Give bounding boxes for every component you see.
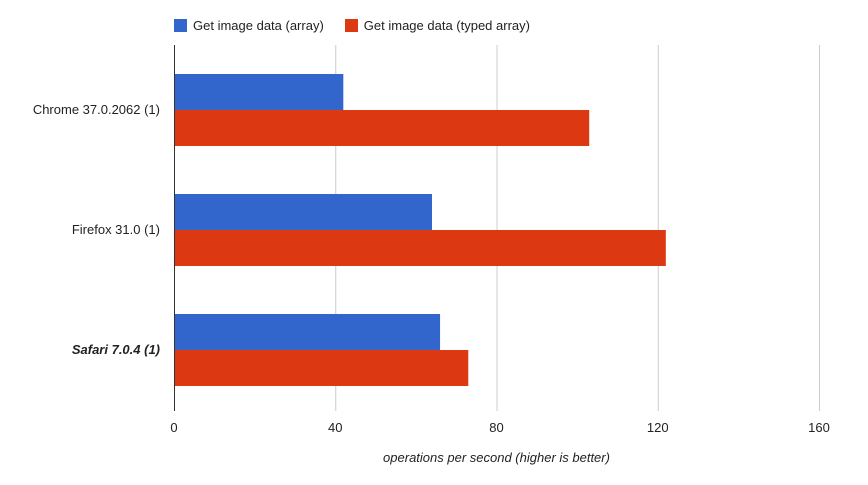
legend: Get image data (array) Get image data (t… xyxy=(174,18,551,33)
x-tick-label-40: 40 xyxy=(328,420,342,435)
legend-swatch-typed-array xyxy=(344,19,358,32)
legend-item-typed-array[interactable]: Get image data (typed array) xyxy=(344,18,530,33)
legend-label-typed-array: Get image data (typed array) xyxy=(363,18,530,33)
bar-2-1 xyxy=(174,350,469,386)
legend-label-array: Get image data (array) xyxy=(193,18,324,33)
bar-0-1 xyxy=(174,110,590,146)
bar-1-1 xyxy=(174,230,666,266)
x-tick-label-160: 160 xyxy=(808,420,830,435)
x-axis-title: operations per second (higher is better) xyxy=(383,450,610,465)
category-label-2: Safari 7.0.4 (1) xyxy=(72,342,160,357)
x-tick-label-120: 120 xyxy=(647,420,669,435)
legend-item-array[interactable]: Get image data (array) xyxy=(174,18,324,33)
bar-0-0 xyxy=(174,74,344,110)
bar-1-0 xyxy=(174,194,432,230)
category-label-0: Chrome 37.0.2062 (1) xyxy=(33,102,160,117)
x-tick-label-80: 80 xyxy=(489,420,503,435)
x-tick-label-0: 0 xyxy=(170,420,177,435)
bar-2-0 xyxy=(174,314,441,350)
category-label-1: Firefox 31.0 (1) xyxy=(72,222,160,237)
legend-swatch-array xyxy=(174,19,187,32)
